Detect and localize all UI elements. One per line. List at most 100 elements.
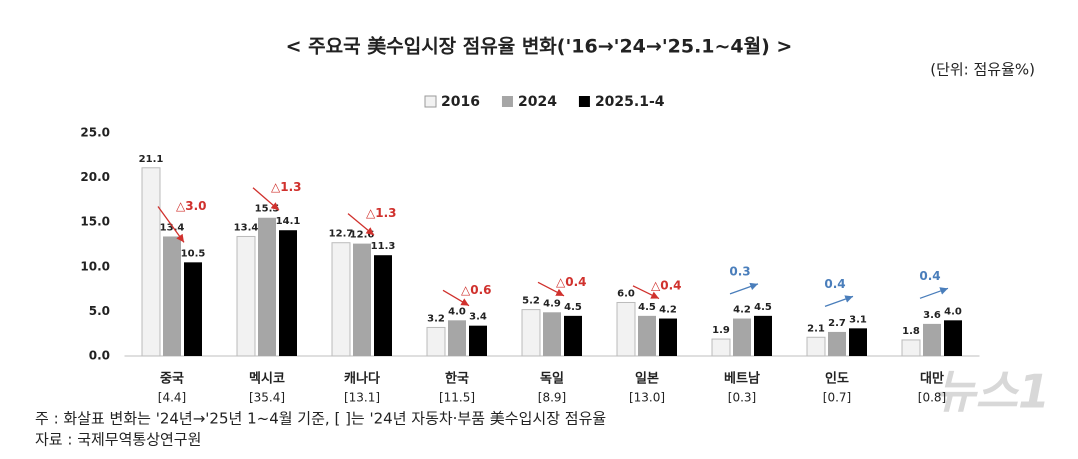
x-tick-label: 베트남: [724, 371, 760, 387]
source: 자료 : 국제무역통상연구원: [35, 431, 201, 449]
bar: [944, 320, 962, 356]
value-label: 3.4: [469, 312, 487, 323]
share-label: [0.3]: [728, 391, 756, 405]
y-tick-label: 25.0: [80, 126, 110, 140]
bar: [638, 315, 656, 356]
bar: [733, 318, 751, 356]
change-label: 0.4: [919, 269, 940, 283]
value-label: 4.5: [754, 302, 772, 313]
y-tick-label: 10.0: [80, 259, 110, 273]
value-label: 14.1: [276, 216, 301, 227]
y-tick-label: 5.0: [89, 304, 110, 318]
bar: [923, 323, 941, 356]
value-label: 12.7: [329, 229, 354, 240]
bar: [426, 326, 446, 357]
chart-title: < 주요국 美수입시장 점유율 변화('16→'24→'25.1~4월) >: [286, 35, 793, 58]
value-label: 3.6: [923, 310, 941, 321]
change-label: △3.0: [176, 199, 207, 213]
bar: [659, 318, 677, 356]
value-label: 3.2: [427, 313, 445, 324]
change-arrow: [632, 285, 660, 300]
value-label: 13.4: [160, 222, 185, 233]
value-label: 4.2: [733, 305, 751, 316]
bar: [711, 338, 731, 357]
value-label: 5.2: [522, 296, 540, 307]
bar: [374, 255, 392, 356]
change-label: △0.4: [651, 278, 682, 292]
bar: [543, 312, 561, 356]
share-label: [13.0]: [629, 391, 665, 405]
change-arrow: [347, 213, 375, 236]
legend-label: 2024: [518, 94, 557, 110]
change-arrow: [729, 282, 759, 295]
value-label: 4.2: [659, 305, 677, 316]
value-label: 2.7: [828, 318, 846, 329]
change-label: △0.4: [556, 275, 587, 289]
x-tick-label: 중국: [160, 372, 184, 387]
bar: [236, 235, 256, 357]
x-tick-label: 독일: [540, 372, 564, 387]
legend-label: 2025.1-4: [595, 94, 665, 110]
change-label: 0.3: [729, 264, 750, 278]
value-label: 11.3: [371, 241, 396, 252]
change-arrow: [442, 289, 470, 307]
legend-swatch: [424, 95, 437, 108]
legend-swatch: [578, 96, 590, 107]
value-label: 3.1: [849, 314, 867, 325]
legend-label: 2016: [441, 94, 480, 110]
change-label: △1.3: [271, 180, 302, 194]
value-label: 10.5: [181, 248, 206, 259]
bar: [353, 243, 371, 356]
value-label: 13.4: [234, 222, 259, 233]
x-tick-label: 인도: [825, 371, 849, 387]
bar: [331, 242, 351, 357]
value-label: 4.0: [448, 306, 466, 317]
y-tick-label: 20.0: [80, 170, 110, 184]
value-label: 6.0: [617, 288, 635, 299]
bar: [163, 236, 181, 356]
bar: [806, 336, 826, 357]
value-label: 4.5: [638, 302, 656, 313]
bar: [564, 315, 582, 356]
x-tick-label: 캐나다: [344, 371, 380, 387]
unit-label: (단위: 점유율%): [930, 61, 1035, 79]
bar: [521, 309, 541, 357]
legend-swatch: [501, 96, 513, 107]
value-label: 1.8: [902, 326, 920, 337]
bar: [754, 315, 772, 356]
share-label: [0.7]: [823, 391, 851, 405]
value-label: 12.6: [350, 230, 375, 241]
x-tick-label: 대만: [920, 371, 944, 387]
bar: [141, 167, 161, 357]
value-label: 21.1: [139, 154, 164, 165]
change-arrow: [919, 287, 949, 299]
share-label: [8.9]: [538, 391, 566, 405]
bar: [616, 301, 636, 357]
bar: [279, 230, 297, 356]
change-arrow: [824, 295, 854, 307]
value-label: 1.9: [712, 325, 730, 336]
share-label: [13.1]: [344, 391, 380, 405]
value-label: 4.0: [944, 306, 962, 317]
change-arrow: [537, 281, 565, 297]
x-tick-label: 한국: [445, 371, 469, 387]
change-arrow: [252, 187, 280, 211]
watermark: 뉴스1: [933, 365, 1050, 419]
value-label: 15.5: [255, 204, 280, 215]
y-tick-label: 0.0: [89, 349, 110, 363]
bar: [901, 339, 921, 357]
x-tick-label: 멕시코: [249, 371, 285, 387]
share-label: [11.5]: [439, 391, 475, 405]
value-label: 2.1: [807, 323, 825, 334]
share-label: [4.4]: [158, 391, 186, 405]
change-arrow: [157, 206, 185, 243]
bar: [469, 325, 487, 356]
change-label: 0.4: [824, 277, 845, 291]
bar: [184, 262, 202, 356]
value-label: 4.5: [564, 302, 582, 313]
bar: [448, 320, 466, 356]
y-tick-label: 15.0: [80, 215, 110, 229]
x-tick-label: 일본: [635, 372, 659, 387]
value-label: 4.9: [543, 298, 561, 309]
